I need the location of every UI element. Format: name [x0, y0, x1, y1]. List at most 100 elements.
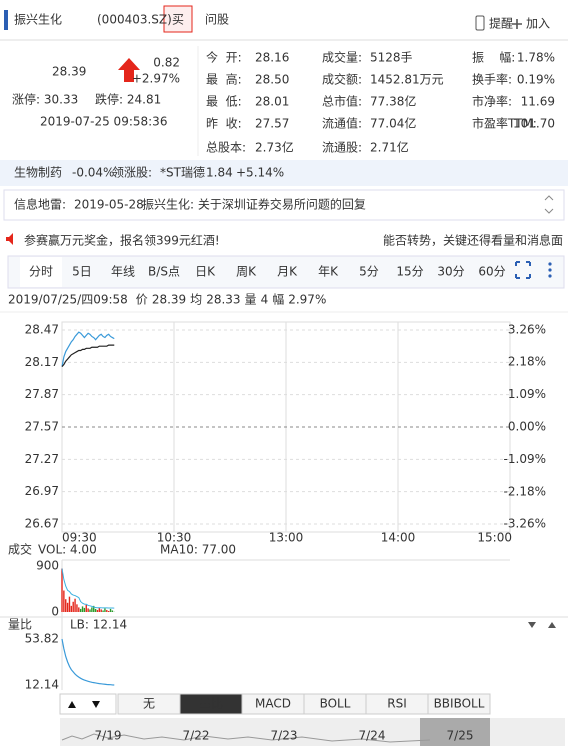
y-tick-label: 26.97: [25, 484, 59, 498]
vol-tick-label: 0: [51, 605, 59, 619]
tab[interactable]: 分时: [29, 265, 53, 279]
plus-icon: [512, 19, 522, 29]
tab[interactable]: B/S点: [148, 265, 180, 279]
avg-line: [62, 345, 114, 367]
status-text: 28.33: [206, 293, 240, 307]
tab[interactable]: 日K: [195, 265, 216, 279]
stat-label: 振 幅:: [472, 50, 515, 65]
stat-label: 市净率:: [472, 94, 512, 109]
stat-label: 昨 收:: [206, 117, 242, 131]
price: 28.39: [52, 65, 86, 79]
ratio-label: LB: 12.14: [70, 618, 127, 632]
tab[interactable]: 年K: [318, 265, 339, 279]
price-line: [62, 332, 114, 366]
stat-label: 总股本:: [206, 141, 246, 155]
volume-bar: [106, 610, 107, 612]
stat-label: 换手率:: [472, 72, 512, 87]
indicator-tab-label: BOLL: [320, 697, 351, 711]
indicator-tab-label: 量比: [199, 697, 223, 711]
indicator-tab-label: BBIBOLL: [434, 697, 485, 711]
x-tick-label: 15:00: [477, 531, 512, 545]
tab[interactable]: 15分: [396, 265, 423, 279]
stat-label: 成交额:: [322, 72, 362, 87]
tab[interactable]: 60分: [478, 265, 505, 279]
stat-value: 28.50: [255, 73, 289, 87]
date-label: 7/25: [447, 729, 474, 743]
volume-bar: [86, 605, 87, 612]
ratio-line: [62, 639, 114, 685]
volume-bar: [61, 569, 62, 612]
volume-bar: [82, 606, 83, 612]
ad-right[interactable]: 能否转势，关键还得看量和消息面: [383, 233, 563, 248]
stat-label: 最 低:: [206, 95, 242, 109]
status-text: 量: [245, 293, 257, 307]
info-label: 信息地雷:: [14, 197, 66, 212]
pane-arrows[interactable]: [528, 622, 556, 628]
change: 0.82: [153, 56, 180, 70]
stat-value: 1.78%: [517, 51, 555, 65]
tab[interactable]: 5日: [72, 265, 92, 279]
y2-tick-label: -3.26%: [504, 517, 546, 531]
stat-value: 77.38亿: [370, 94, 416, 109]
stat-value: 0.19%: [517, 73, 555, 87]
nav-arrows[interactable]: [60, 694, 116, 714]
volume-bar: [78, 607, 79, 612]
pane-title: 量比: [8, 618, 32, 632]
quote-time: 2019-07-25 09:58:36: [40, 115, 167, 129]
status-text: 28.39: [152, 293, 186, 307]
stat-value: 27.57: [255, 117, 289, 131]
change-pct: +2.97%: [132, 72, 180, 86]
x-tick-label: 14:00: [381, 531, 416, 545]
volume-bar: [108, 611, 109, 612]
tab[interactable]: 5分: [359, 265, 379, 279]
phone-icon: [476, 16, 484, 30]
stat-label: 成交量:: [322, 50, 362, 65]
volume-bar: [112, 610, 113, 612]
ask-label: 问股: [205, 13, 229, 27]
y-tick-label: 27.57: [25, 420, 59, 434]
vol-tick-label: 900: [36, 559, 59, 573]
y2-tick-label: -2.18%: [504, 484, 546, 498]
tab[interactable]: 周K: [236, 265, 257, 279]
info-text[interactable]: 振兴生化: 关于深圳证券交易所问题的回复: [142, 197, 366, 212]
sector-name: 生物制药: [14, 166, 62, 180]
volume-bar: [99, 608, 100, 612]
volume-bar: [91, 607, 92, 612]
buy-label: 买: [172, 13, 184, 27]
volume-bar: [71, 606, 72, 612]
sector-change: -0.04%: [72, 166, 114, 180]
tab[interactable]: 年线: [111, 265, 135, 279]
more-icon[interactable]: [548, 262, 551, 277]
y-tick-label: 27.27: [25, 452, 59, 466]
ad-text[interactable]: 参赛赢万元奖金，报名领399元红酒!: [24, 233, 220, 248]
y2-tick-label: -1.09%: [504, 452, 546, 466]
volume-bar: [95, 609, 96, 612]
status-text: 2.97%: [288, 293, 326, 307]
volume-bar: [73, 602, 74, 612]
status-text: 幅: [272, 292, 284, 307]
stat-value: 101.70: [513, 117, 555, 131]
volume-bar: [74, 599, 75, 612]
volume-bar: [104, 608, 105, 612]
ma10-label: MA10: 77.00: [160, 543, 236, 557]
speaker-icon: [6, 233, 13, 245]
tab[interactable]: 30分: [437, 265, 464, 279]
volume-bar: [84, 608, 85, 612]
y-tick-label: 26.67: [25, 517, 59, 531]
volume-bar: [87, 608, 88, 612]
tab[interactable]: 月K: [277, 265, 298, 279]
leader-price: 1.84: [206, 166, 233, 180]
date-label: 7/23: [271, 729, 298, 743]
remind-label: 提醒: [489, 16, 513, 31]
indicator-tab-label: 无: [143, 697, 155, 711]
stat-label: 流通值:: [322, 116, 362, 131]
add-label: 加入: [526, 17, 550, 31]
status-text: 价: [136, 293, 148, 307]
indicator-tab-label: MACD: [255, 697, 291, 711]
pane-title: 成交: [8, 542, 32, 557]
stat-value: 77.04亿: [370, 116, 416, 131]
volume-bar: [89, 609, 90, 612]
volume-bar: [63, 591, 64, 612]
